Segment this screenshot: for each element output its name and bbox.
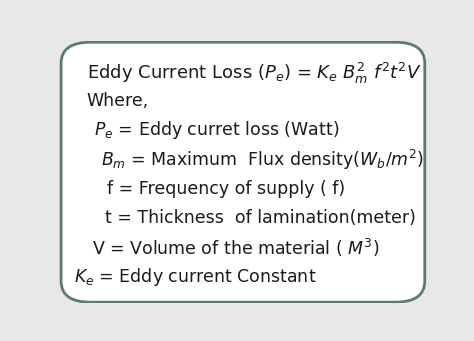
Text: t = Thickness  of lamination(meter): t = Thickness of lamination(meter): [105, 209, 416, 227]
Text: $B_m$ = Maximum  Flux density($W_b$/$m^2$): $B_m$ = Maximum Flux density($W_b$/$m^2$…: [101, 148, 425, 172]
Text: Eddy Current Loss ($P_e$) = $K_e$ $B_m^2$ $f^2t^2V$: Eddy Current Loss ($P_e$) = $K_e$ $B_m^2…: [87, 61, 422, 86]
Text: f = Frequency of supply ( f): f = Frequency of supply ( f): [107, 180, 345, 198]
Text: Where,: Where,: [87, 92, 149, 110]
Text: V = Volume of the material ( $M^3$): V = Volume of the material ( $M^3$): [92, 237, 380, 259]
Text: $K_e$ = Eddy current Constant: $K_e$ = Eddy current Constant: [74, 266, 316, 288]
FancyBboxPatch shape: [61, 42, 425, 302]
Text: $P_e$ = Eddy curret loss (Watt): $P_e$ = Eddy curret loss (Watt): [94, 119, 339, 141]
